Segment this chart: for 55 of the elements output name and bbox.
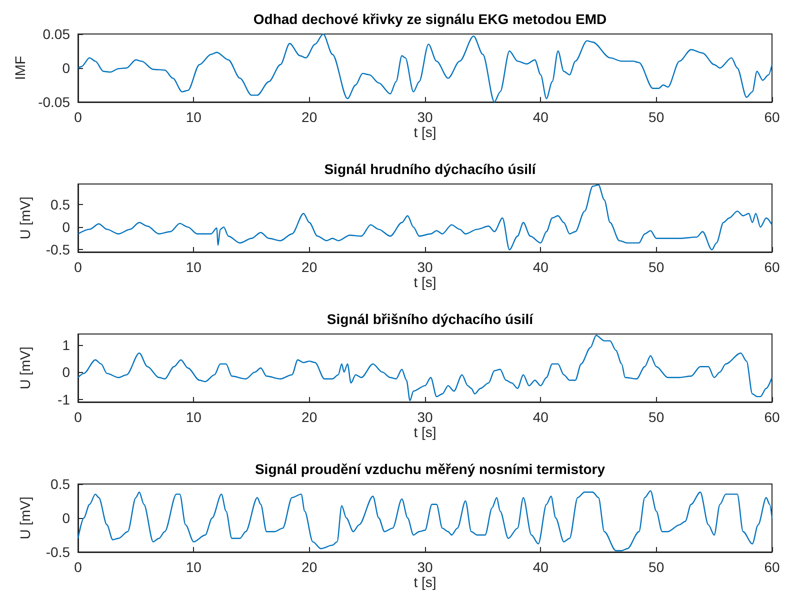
x-tick-label: 20 bbox=[302, 559, 318, 575]
x-tick-label: 60 bbox=[764, 559, 780, 575]
x-axis-title: t [s] bbox=[414, 574, 436, 590]
line-series bbox=[77, 184, 773, 250]
x-tick-label: 30 bbox=[417, 409, 433, 425]
x-tick-label: 0 bbox=[74, 409, 82, 425]
y-tick-label: 0.5 bbox=[50, 476, 70, 492]
y-tick-label: 0 bbox=[62, 60, 70, 76]
x-tick-label: 50 bbox=[648, 559, 664, 575]
y-axis-title: IMF bbox=[12, 56, 28, 80]
x-tick-label: 20 bbox=[302, 259, 318, 275]
chart-title: Signál proudění vzduchu měřený nosními termistory bbox=[254, 461, 606, 477]
x-axis-title: t [s] bbox=[414, 274, 436, 290]
x-tick-label: 10 bbox=[186, 559, 202, 575]
x-axis-title: t [s] bbox=[414, 424, 436, 440]
y-tick-label: -1 bbox=[58, 391, 70, 408]
line-series bbox=[77, 334, 773, 402]
x-tick-label: 0 bbox=[74, 259, 82, 275]
x-tick-label: 10 bbox=[186, 259, 202, 275]
x-tick-label: 30 bbox=[417, 559, 433, 575]
x-tick-label: 10 bbox=[186, 109, 202, 125]
x-tick-label: 50 bbox=[648, 109, 664, 125]
x-tick-label: 40 bbox=[532, 259, 549, 275]
x-tick-label: 30 bbox=[417, 259, 433, 275]
x-tick-label: 0 bbox=[74, 109, 82, 125]
x-tick-label: 40 bbox=[532, 109, 549, 125]
x-tick-label: 50 bbox=[648, 259, 664, 275]
x-tick-label: 10 bbox=[186, 409, 202, 425]
y-tick-label: 0 bbox=[62, 510, 70, 526]
y-tick-label: -0.05 bbox=[38, 94, 70, 110]
y-tick-label: 0.05 bbox=[42, 26, 70, 42]
y-tick-label: 0.5 bbox=[50, 196, 70, 212]
x-axis-title: t [s] bbox=[414, 124, 436, 140]
y-tick-label: 0 bbox=[62, 219, 70, 236]
y-tick-label: 1 bbox=[62, 336, 70, 353]
x-tick-label: 40 bbox=[532, 409, 549, 425]
y-tick-label: 0 bbox=[62, 364, 70, 380]
chart-title: Odhad dechové křivky ze signálu EKG metodou EMD bbox=[253, 11, 607, 27]
x-tick-label: 60 bbox=[764, 259, 780, 275]
line-series bbox=[77, 33, 773, 103]
y-axis-title: U [mV] bbox=[17, 496, 33, 540]
x-tick-label: 20 bbox=[302, 409, 318, 425]
x-tick-label: 60 bbox=[764, 409, 780, 425]
x-tick-label: 60 bbox=[764, 109, 780, 125]
x-tick-label: 0 bbox=[74, 559, 82, 575]
y-tick-label: -0.5 bbox=[46, 544, 70, 560]
x-tick-label: 20 bbox=[302, 109, 318, 125]
y-axis-title: U [mV] bbox=[17, 346, 33, 390]
x-tick-label: 30 bbox=[417, 109, 433, 125]
y-tick-label: -0.5 bbox=[46, 242, 70, 258]
x-tick-label: 50 bbox=[648, 409, 664, 425]
x-tick-label: 40 bbox=[532, 559, 549, 575]
chart-title: Signál břišního dýchacího úsilí bbox=[326, 311, 534, 327]
y-axis-title: U [mV] bbox=[17, 196, 33, 240]
chart-title: Signál hrudního dýchacího úsilí bbox=[324, 161, 537, 177]
